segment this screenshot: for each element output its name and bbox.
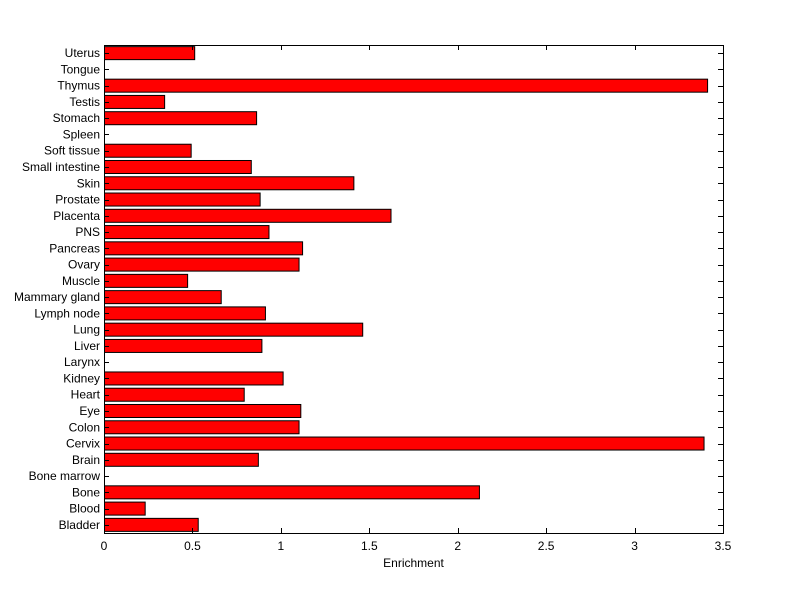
bar-lung xyxy=(104,322,364,337)
bar-soft-tissue xyxy=(104,143,192,158)
y-tick-label: Skin xyxy=(77,176,100,190)
y-tick-label: Larynx xyxy=(64,355,100,369)
x-tick-label: 3.5 xyxy=(715,539,732,553)
y-tick-label: Spleen xyxy=(63,127,100,141)
bar-kidney xyxy=(104,371,284,386)
y-tick-label: Kidney xyxy=(63,371,100,385)
bar-cervix xyxy=(104,436,705,451)
y-tick-label: Stomach xyxy=(53,111,100,125)
bar-pns xyxy=(104,225,270,240)
y-tick-label: Lung xyxy=(73,323,100,337)
y-tick-label: Bone marrow xyxy=(29,469,101,483)
bar-colon xyxy=(104,420,300,435)
bar-eye xyxy=(104,403,302,419)
bar-blood xyxy=(104,501,146,516)
y-tick-label: Thymus xyxy=(57,79,100,93)
x-tick-label: 1 xyxy=(278,539,285,553)
bar-muscle xyxy=(104,273,189,288)
bar-mammary-gland xyxy=(104,290,222,305)
bar-skin xyxy=(104,176,355,191)
y-axis-ticks: Bladder Blood Bone Bone marrow Brain Cervix Co… xyxy=(14,46,723,532)
bar-thymus xyxy=(104,78,709,93)
bar-lymph-node xyxy=(104,306,266,321)
y-tick-label: Ovary xyxy=(68,258,100,272)
y-tick-label: Brain xyxy=(72,453,100,467)
y-tick-label: Uterus xyxy=(65,46,100,60)
y-tick-label: Bone xyxy=(72,485,100,499)
y-tick-label: Testis xyxy=(69,95,100,109)
bar-small-intestine xyxy=(104,159,252,175)
x-tick-label: 2.5 xyxy=(538,539,555,553)
y-tick-label: Muscle xyxy=(62,274,100,288)
y-tick-label: Colon xyxy=(69,420,100,434)
bar-placenta xyxy=(104,208,392,223)
y-tick-label: Heart xyxy=(71,388,101,402)
y-tick-label: Placenta xyxy=(53,209,100,223)
x-tick-label: 0 xyxy=(101,539,108,553)
x-tick-label: 1.5 xyxy=(361,539,378,553)
y-tick-label: Cervix xyxy=(66,437,100,451)
bar-brain xyxy=(104,452,259,467)
y-tick-label: Small intestine xyxy=(22,160,100,174)
y-tick-label: Pancreas xyxy=(49,241,100,255)
x-tick-label: 3 xyxy=(631,539,638,553)
y-tick-label: PNS xyxy=(75,225,100,239)
x-tick-label: 2 xyxy=(454,539,461,553)
bar-ovary xyxy=(104,257,300,272)
y-tick-label: Bladder xyxy=(59,518,100,532)
y-tick-label: Lymph node xyxy=(34,306,100,320)
y-tick-label: Blood xyxy=(69,502,100,516)
y-tick-label: Prostate xyxy=(55,193,100,207)
bar-stomach xyxy=(104,111,258,126)
bar-bone xyxy=(104,485,480,500)
y-tick-label: Liver xyxy=(74,339,100,353)
x-axis-label: Enrichment xyxy=(383,556,444,570)
bar-prostate xyxy=(104,192,261,207)
bar-liver xyxy=(104,338,263,353)
y-tick-label: Mammary gland xyxy=(14,290,100,304)
bar-pancreas xyxy=(104,241,304,256)
bars-group xyxy=(104,46,709,532)
x-tick-label: 0.5 xyxy=(184,539,201,553)
plot-area-frame xyxy=(104,45,724,534)
y-tick-label: Eye xyxy=(79,404,100,418)
y-tick-label: Tongue xyxy=(61,62,101,76)
y-tick-label: Soft tissue xyxy=(44,144,100,158)
bar-heart xyxy=(104,387,245,402)
bar-testis xyxy=(104,94,166,109)
bar-uterus xyxy=(104,46,196,61)
bar-bladder xyxy=(104,517,199,532)
